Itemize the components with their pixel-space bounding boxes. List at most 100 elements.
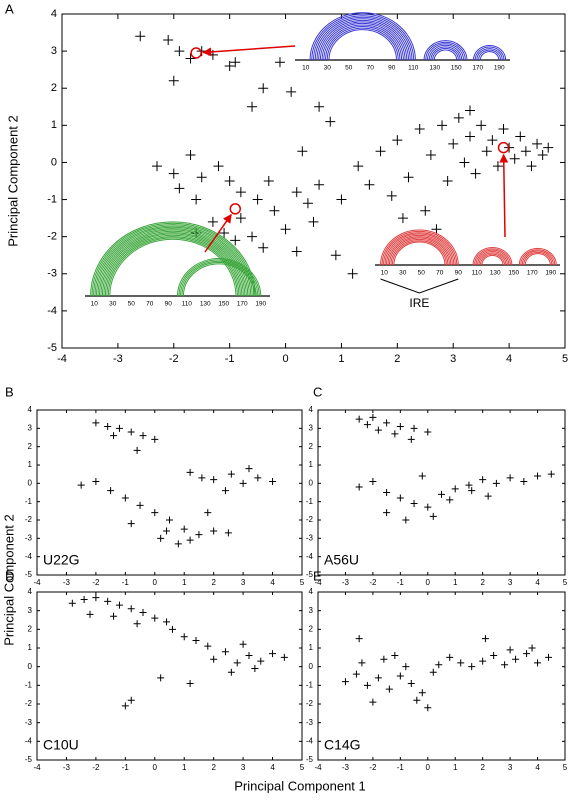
point [437,120,448,131]
arc [479,51,500,61]
point [369,698,377,706]
point [528,644,536,652]
panel-label: D [5,568,14,583]
arc [90,221,256,297]
x-tick-label: 5 [300,578,305,587]
x-tick-label: 5 [300,763,305,772]
arc [481,255,504,266]
point [442,176,453,186]
x-tick-label: -2 [92,578,100,587]
arc [432,47,459,61]
point [227,470,235,478]
point [174,540,182,548]
arc [100,230,246,297]
arc-tick-label: 190 [494,65,505,72]
point [425,150,436,161]
arc [472,44,507,61]
point [481,635,489,643]
point [407,435,415,443]
arc [91,222,255,297]
arc [328,29,397,61]
y-tick-label: 2 [51,82,57,94]
arc [430,46,461,61]
arc-tick-label: 50 [418,270,426,277]
arc [518,247,557,266]
arc [106,236,240,297]
point [213,161,224,172]
point [402,516,410,524]
point [391,651,399,659]
y-tick-label: 0 [309,478,314,487]
point [383,509,391,517]
highlight-point [497,141,510,154]
point [512,655,520,663]
variant-label: U22G [43,552,80,568]
point [392,135,403,146]
arc [380,229,459,266]
arc-tick-label: 150 [218,301,229,308]
point [269,205,280,216]
arc [426,43,465,61]
arc [182,263,256,297]
y-tick-label: 2 [309,624,314,633]
panel-label: A [5,1,14,16]
point [355,635,363,643]
point [451,485,459,493]
x-tick-label: 2 [211,763,216,772]
point [446,653,454,661]
point [506,646,514,654]
point [68,599,76,607]
point [464,131,475,142]
arc-tick-label: 70 [367,65,375,72]
y-tick-label: -4 [47,305,57,317]
point [245,651,253,659]
x-tick-label: -1 [122,763,130,772]
arc-diagram: 10 30 50 70 90 110 130 150 170 190 IRE [375,229,560,310]
arc [425,41,466,61]
point [221,487,229,495]
y-tick-label: -2 [306,699,314,708]
arc-tick-label: 50 [128,301,136,308]
point [435,661,443,669]
x-tick-label: 2 [480,578,485,587]
y-tick-label: -2 [47,231,57,243]
arc-tick-label: 170 [237,301,248,308]
variant-label: C14G [324,737,361,753]
y-tick-label: -5 [47,342,57,354]
point [263,176,274,186]
arc-tick-label: 10 [381,270,389,277]
x-tick-label: 1 [453,578,458,587]
point [464,105,475,116]
y-tick-label: 3 [28,423,33,432]
point [254,474,262,482]
point [174,183,185,194]
y-tick-label: 2 [28,442,33,451]
point [227,668,235,676]
arc [385,234,453,266]
arc [524,253,551,266]
point [107,487,115,495]
point [257,657,265,665]
point [410,424,418,432]
point [374,674,382,682]
variant-label: C10U [43,737,79,753]
arc-tick-label: 90 [388,65,396,72]
y-tick-label: 4 [309,587,314,596]
x-tick-label: 5 [563,763,568,772]
ire-bracket [380,278,459,294]
point [431,224,442,235]
point [369,413,377,421]
arc-tick-label: 170 [527,270,538,277]
point [121,494,129,502]
point [110,432,118,440]
point [481,146,492,157]
arc [387,236,452,266]
y-tick-label: -4 [306,736,314,745]
arc-tick-label: 130 [490,270,501,277]
y-tick-label: -3 [25,533,33,542]
point [314,101,325,112]
panel-label: B [5,384,14,399]
point [136,501,144,509]
arc [98,229,247,297]
